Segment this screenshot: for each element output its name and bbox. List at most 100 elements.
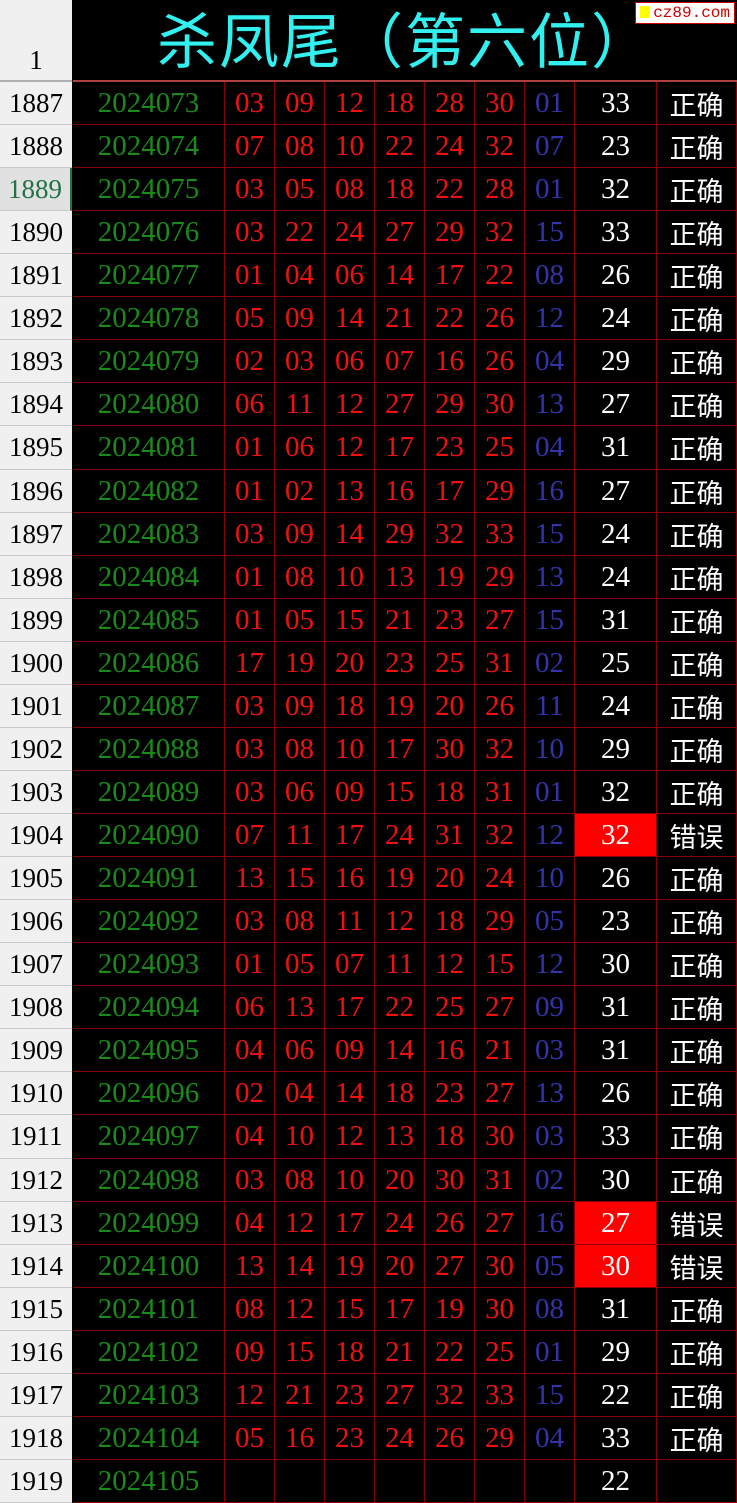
red-ball-cell[interactable]: 03 — [225, 1159, 275, 1202]
red-ball-cell[interactable]: 23 — [375, 642, 425, 685]
red-ball-cell[interactable]: 11 — [375, 943, 425, 986]
kill-number-cell[interactable]: 22 — [575, 1460, 657, 1503]
red-ball-cell[interactable]: 06 — [275, 771, 325, 814]
red-ball-cell[interactable]: 30 — [425, 1159, 475, 1202]
result-cell[interactable]: 正确 — [657, 470, 737, 513]
kill-number-cell[interactable]: 33 — [575, 211, 657, 254]
red-ball-cell[interactable]: 25 — [425, 986, 475, 1029]
red-ball-cell[interactable]: 12 — [375, 900, 425, 943]
red-ball-cell[interactable]: 16 — [325, 857, 375, 900]
result-cell[interactable]: 错误 — [657, 1202, 737, 1245]
issue-cell[interactable]: 2024093 — [73, 943, 225, 986]
issue-cell[interactable]: 2024100 — [73, 1245, 225, 1288]
red-ball-cell[interactable]: 27 — [475, 986, 525, 1029]
red-ball-cell[interactable] — [325, 1460, 375, 1503]
red-ball-cell[interactable]: 13 — [325, 470, 375, 513]
blue-ball-cell[interactable]: 01 — [525, 771, 575, 814]
result-cell[interactable]: 正确 — [657, 642, 737, 685]
kill-number-cell[interactable]: 31 — [575, 986, 657, 1029]
red-ball-cell[interactable]: 12 — [325, 1115, 375, 1159]
red-ball-cell[interactable]: 29 — [425, 211, 475, 254]
red-ball-cell[interactable]: 15 — [275, 857, 325, 900]
row-header-1[interactable]: 1 — [0, 0, 72, 82]
kill-number-cell[interactable]: 29 — [575, 728, 657, 771]
red-ball-cell[interactable]: 09 — [325, 1029, 375, 1072]
red-ball-cell[interactable]: 22 — [275, 211, 325, 254]
red-ball-cell[interactable]: 14 — [325, 297, 375, 340]
result-cell[interactable]: 正确 — [657, 1159, 737, 1202]
red-ball-cell[interactable]: 19 — [425, 556, 475, 599]
blue-ball-cell[interactable]: 02 — [525, 642, 575, 685]
red-ball-cell[interactable]: 22 — [375, 125, 425, 168]
blue-ball-cell[interactable]: 11 — [525, 685, 575, 728]
issue-cell[interactable]: 2024099 — [73, 1202, 225, 1245]
blue-ball-cell[interactable]: 08 — [525, 1288, 575, 1331]
red-ball-cell[interactable]: 18 — [425, 900, 475, 943]
red-ball-cell[interactable]: 30 — [475, 82, 525, 125]
row-header[interactable]: 1900 — [0, 642, 72, 685]
red-ball-cell[interactable]: 17 — [375, 426, 425, 470]
result-cell[interactable]: 正确 — [657, 426, 737, 470]
row-header[interactable]: 1893 — [0, 340, 72, 383]
red-ball-cell[interactable]: 15 — [325, 1288, 375, 1331]
result-cell[interactable]: 正确 — [657, 297, 737, 340]
issue-cell[interactable]: 2024103 — [73, 1374, 225, 1417]
red-ball-cell[interactable]: 31 — [475, 771, 525, 814]
red-ball-cell[interactable]: 06 — [225, 383, 275, 426]
red-ball-cell[interactable]: 08 — [275, 900, 325, 943]
red-ball-cell[interactable]: 18 — [375, 1072, 425, 1115]
red-ball-cell[interactable]: 05 — [275, 168, 325, 211]
kill-number-cell[interactable]: 32 — [575, 771, 657, 814]
blue-ball-cell[interactable]: 15 — [525, 211, 575, 254]
issue-cell[interactable]: 2024088 — [73, 728, 225, 771]
row-header[interactable]: 1889 — [0, 168, 72, 211]
red-ball-cell[interactable]: 15 — [325, 599, 375, 642]
red-ball-cell[interactable]: 10 — [275, 1115, 325, 1159]
blue-ball-cell[interactable]: 07 — [525, 125, 575, 168]
issue-cell[interactable]: 2024085 — [73, 599, 225, 642]
red-ball-cell[interactable]: 03 — [225, 900, 275, 943]
blue-ball-cell[interactable]: 04 — [525, 426, 575, 470]
row-header[interactable]: 1906 — [0, 900, 72, 943]
blue-ball-cell[interactable]: 04 — [525, 340, 575, 383]
result-cell[interactable]: 正确 — [657, 168, 737, 211]
red-ball-cell[interactable]: 31 — [475, 642, 525, 685]
blue-ball-cell[interactable]: 15 — [525, 599, 575, 642]
red-ball-cell[interactable]: 33 — [475, 513, 525, 556]
red-ball-cell[interactable]: 12 — [225, 1374, 275, 1417]
red-ball-cell[interactable]: 26 — [475, 297, 525, 340]
issue-cell[interactable]: 2024084 — [73, 556, 225, 599]
row-header[interactable]: 1902 — [0, 728, 72, 771]
red-ball-cell[interactable]: 30 — [475, 1288, 525, 1331]
row-header[interactable]: 1912 — [0, 1159, 72, 1202]
red-ball-cell[interactable]: 17 — [425, 254, 475, 297]
red-ball-cell[interactable]: 22 — [475, 254, 525, 297]
red-ball-cell[interactable]: 14 — [325, 1072, 375, 1115]
red-ball-cell[interactable]: 18 — [425, 771, 475, 814]
red-ball-cell[interactable]: 14 — [325, 513, 375, 556]
row-header[interactable]: 1899 — [0, 599, 72, 642]
kill-number-cell[interactable]: 31 — [575, 1029, 657, 1072]
red-ball-cell[interactable]: 07 — [325, 943, 375, 986]
red-ball-cell[interactable]: 17 — [325, 1202, 375, 1245]
red-ball-cell[interactable]: 09 — [275, 513, 325, 556]
red-ball-cell[interactable]: 19 — [425, 1288, 475, 1331]
result-cell[interactable]: 正确 — [657, 943, 737, 986]
row-header[interactable]: 1892 — [0, 297, 72, 340]
kill-number-cell[interactable]: 26 — [575, 254, 657, 297]
red-ball-cell[interactable]: 04 — [225, 1115, 275, 1159]
kill-number-cell[interactable]: 24 — [575, 556, 657, 599]
blue-ball-cell[interactable]: 16 — [525, 470, 575, 513]
red-ball-cell[interactable]: 32 — [475, 125, 525, 168]
result-cell[interactable]: 正确 — [657, 1417, 737, 1460]
red-ball-cell[interactable]: 01 — [225, 943, 275, 986]
red-ball-cell[interactable]: 17 — [425, 470, 475, 513]
red-ball-cell[interactable]: 14 — [375, 1029, 425, 1072]
issue-cell[interactable]: 2024081 — [73, 426, 225, 470]
kill-number-cell[interactable]: 24 — [575, 297, 657, 340]
red-ball-cell[interactable]: 01 — [225, 599, 275, 642]
red-ball-cell[interactable]: 29 — [475, 1417, 525, 1460]
red-ball-cell[interactable]: 04 — [275, 1072, 325, 1115]
kill-number-cell[interactable]: 25 — [575, 642, 657, 685]
issue-cell[interactable]: 2024095 — [73, 1029, 225, 1072]
